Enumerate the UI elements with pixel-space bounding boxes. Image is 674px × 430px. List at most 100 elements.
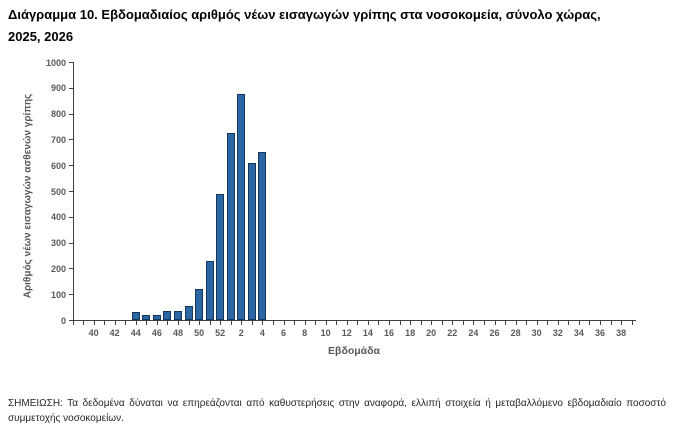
x-tick-week-11 (336, 321, 338, 325)
x-tick-week-33 (568, 321, 570, 325)
y-tick-label-0: 0 (60, 315, 66, 326)
x-tick-label-4: 4 (259, 328, 265, 338)
x-tick-week-51 (209, 321, 211, 325)
y-tick-400 (69, 216, 73, 218)
x-tick-week-45 (146, 321, 148, 325)
x-tick-week-39 (83, 321, 85, 325)
y-axis (73, 62, 74, 321)
x-tick-week-37 (610, 321, 612, 325)
x-tick-label-42: 42 (109, 328, 120, 338)
x-tick-week-2 (241, 321, 243, 325)
bar-week-48 (174, 311, 182, 320)
x-tick-label-50: 50 (194, 328, 205, 338)
x-tick-label-18: 18 (405, 328, 416, 338)
y-tick-label-900: 900 (50, 83, 66, 94)
x-tick-week-24 (473, 321, 475, 325)
plot-area: 0 100 200 300 400 500 600 700 800 900 1000 40 42 44 4… (22, 57, 636, 357)
y-tick-1000 (69, 62, 73, 63)
x-tick-label-22: 22 (447, 328, 458, 338)
x-tick-label-52: 52 (215, 328, 226, 338)
bar-week-3 (247, 163, 256, 320)
x-tick-week-36 (600, 321, 601, 325)
x-tick-week-21 (441, 321, 443, 325)
x-tick-label-44: 44 (130, 328, 141, 338)
y-tick-label-200: 200 (50, 263, 66, 274)
x-tick-week-15 (378, 321, 380, 325)
x-tick-label-12: 12 (341, 328, 352, 338)
x-tick-week-3 (251, 321, 253, 325)
y-tick-label-700: 700 (50, 134, 66, 145)
x-tick-label-28: 28 (510, 328, 521, 338)
y-tick-100 (69, 294, 73, 296)
chart-title: Διάγραμμα 10. Εβδομαδιαίος αριθμός νέων … (8, 4, 668, 48)
x-tick-week-28 (515, 321, 517, 325)
x-tick-week-44 (135, 321, 137, 325)
x-tick-label-6: 6 (280, 328, 286, 338)
x-tick-week-25 (483, 321, 485, 325)
x-tick-week-27 (505, 321, 507, 325)
x-tick-label-2: 2 (238, 328, 244, 338)
x-tick-week-8 (304, 321, 306, 325)
x-tick-label-24: 24 (468, 328, 479, 338)
y-tick-0 (69, 320, 73, 321)
y-tick-label-400: 400 (50, 212, 66, 223)
x-tick-week-49 (188, 321, 190, 325)
x-tick-week-20 (431, 321, 433, 325)
x-tick-label-14: 14 (362, 328, 373, 338)
x-tick-week-1 (230, 321, 232, 325)
x-tick-label-8: 8 (302, 328, 308, 338)
x-tick-week-14 (367, 321, 369, 325)
y-tick-label-100: 100 (50, 289, 66, 300)
x-tick-label-10: 10 (320, 328, 331, 338)
x-tick-week-22 (452, 321, 454, 325)
y-tick-label-1000: 1000 (45, 57, 66, 68)
x-tick-week-46 (156, 321, 158, 325)
x-tick-week-26 (494, 321, 496, 325)
x-tick-week-12 (346, 321, 348, 325)
x-tick-week-38 (72, 321, 74, 325)
x-tick-week-6 (283, 321, 285, 325)
footnote: ΣΗΜΕΙΩΣΗ: Τα δεδομένα δύναται να επηρεάζ… (8, 398, 666, 424)
bar-week-49 (184, 306, 193, 320)
chart-title-line2: 2025, 2026 (8, 29, 74, 44)
x-tick-label-34: 34 (573, 328, 584, 338)
bar-week-1 (226, 133, 235, 320)
x-tick-week-50 (199, 321, 201, 325)
x-tick-week-47 (167, 321, 169, 325)
y-tick-300 (69, 242, 73, 244)
bar-week-50 (195, 289, 204, 320)
x-tick-week-39 (631, 321, 633, 325)
x-tick-week-5 (272, 321, 274, 325)
x-tick-week-31 (547, 321, 549, 325)
x-tick-label-26: 26 (489, 328, 500, 338)
x-tick-week-23 (462, 321, 464, 325)
x-tick-label-38: 38 (616, 328, 627, 338)
y-tick-700 (69, 139, 73, 141)
y-tick-label-600: 600 (50, 160, 66, 171)
x-tick-week-4 (262, 321, 264, 325)
y-tick-800 (69, 113, 73, 115)
x-tick-week-35 (589, 321, 591, 325)
y-axis-title: Αριθμός νέων εισαγωγών ασθενών γρίπης (22, 93, 34, 299)
x-tick-week-42 (114, 321, 116, 325)
x-tick-week-32 (557, 321, 559, 325)
x-tick-week-17 (399, 321, 401, 325)
x-tick-week-10 (325, 321, 327, 325)
bar-week-45 (142, 315, 151, 320)
x-tick-week-38 (621, 321, 623, 325)
y-tick-label-800: 800 (50, 109, 66, 120)
x-tick-label-16: 16 (383, 328, 394, 338)
bar-week-47 (163, 311, 172, 320)
x-tick-label-36: 36 (594, 328, 605, 338)
bar-week-52 (216, 194, 225, 320)
x-tick-week-13 (357, 321, 359, 325)
bar-week-46 (152, 315, 161, 320)
x-axis-title: Εβδομάδα (328, 345, 380, 357)
y-tick-500 (69, 191, 73, 192)
y-tick-label-300: 300 (50, 238, 66, 249)
bar-week-2 (237, 94, 246, 320)
x-tick-week-52 (220, 321, 222, 325)
x-axis (73, 320, 636, 321)
x-tick-label-48: 48 (172, 328, 183, 338)
x-tick-week-48 (178, 321, 179, 325)
